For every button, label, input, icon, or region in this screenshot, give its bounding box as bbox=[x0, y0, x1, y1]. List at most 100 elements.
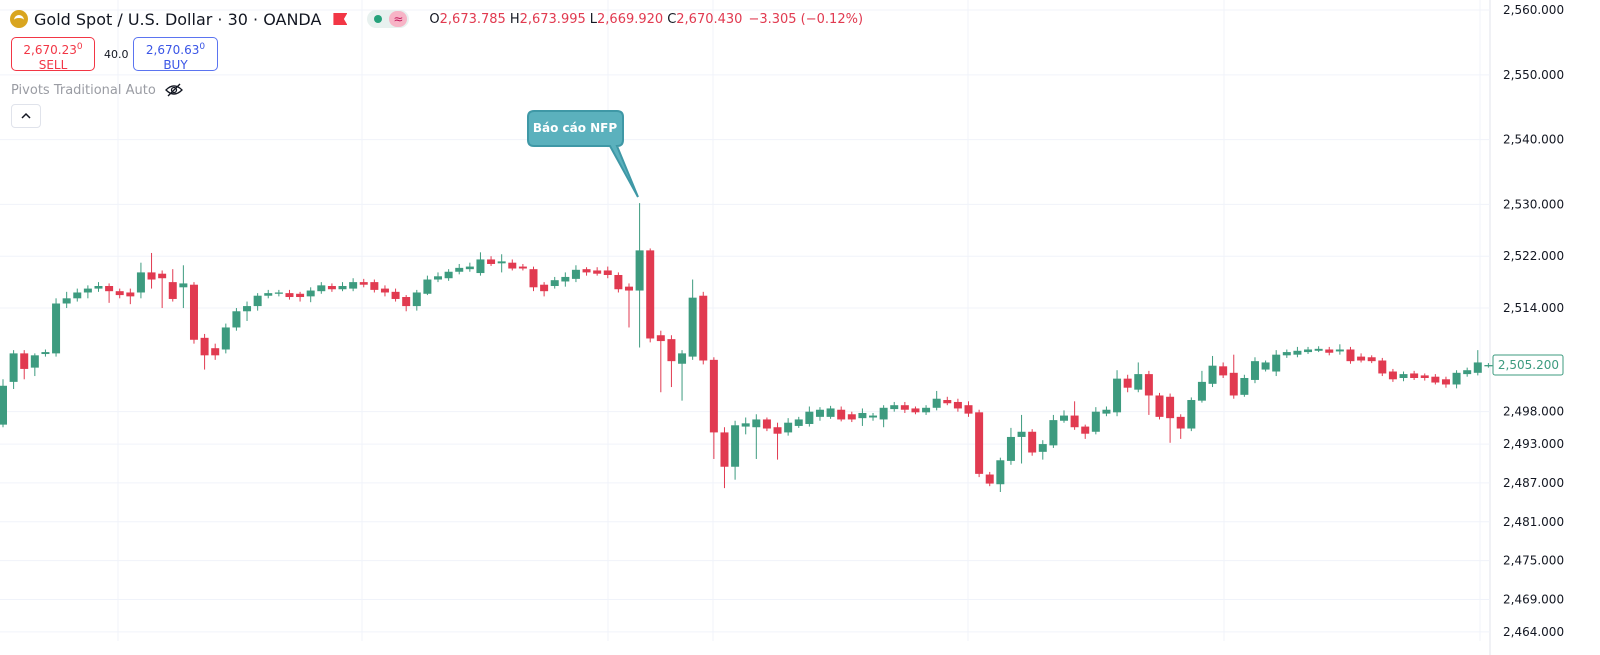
ohlc-key: O bbox=[429, 11, 440, 27]
candle-body bbox=[762, 419, 771, 429]
candle-body bbox=[423, 279, 432, 294]
y-tick-label: 2,493.000 bbox=[1503, 437, 1564, 451]
candle-body bbox=[508, 262, 517, 269]
annotation-callout bbox=[527, 110, 639, 198]
candle-body bbox=[296, 293, 305, 298]
candle-body bbox=[1346, 349, 1355, 362]
candle-body bbox=[1388, 371, 1397, 380]
candle-body bbox=[1484, 365, 1493, 367]
sell-button[interactable]: 2,670.230 SELL bbox=[11, 37, 95, 72]
candle-body bbox=[837, 409, 846, 420]
candle-body bbox=[1187, 400, 1196, 429]
candle-body bbox=[869, 415, 878, 418]
candle-body bbox=[1070, 415, 1079, 428]
candle-body bbox=[1240, 377, 1249, 395]
candle-body bbox=[1176, 416, 1185, 429]
y-tick-label: 2,514.000 bbox=[1503, 301, 1564, 315]
y-tick-label: 2,530.000 bbox=[1503, 197, 1564, 211]
candle-body bbox=[253, 295, 262, 307]
status-dot bbox=[374, 15, 383, 23]
candle-body bbox=[815, 409, 824, 417]
time-grid bbox=[117, 0, 1481, 641]
candle-body bbox=[391, 291, 400, 299]
sell-price-pip: 0 bbox=[76, 42, 83, 52]
symbol-title: Gold Spot / U.S. Dollar · 30 · OANDA bbox=[34, 9, 322, 29]
candle-body bbox=[582, 269, 591, 273]
candle-body bbox=[370, 282, 379, 290]
candle-body bbox=[794, 419, 803, 426]
buy-button[interactable]: 2,670.630 BUY bbox=[133, 37, 218, 72]
candle-body bbox=[434, 276, 443, 280]
last-price-label: 2,505.200 bbox=[1498, 358, 1559, 372]
ohlc-key: H bbox=[509, 11, 520, 27]
candle-body bbox=[20, 353, 29, 369]
candle-body bbox=[1261, 362, 1270, 370]
candle-body bbox=[614, 274, 623, 290]
buy-price-row: 2,670.630 bbox=[134, 40, 217, 58]
y-tick-label: 2,475.000 bbox=[1503, 554, 1564, 568]
candle-body bbox=[83, 288, 92, 293]
candle-body bbox=[624, 286, 633, 291]
candle-body bbox=[1028, 431, 1037, 453]
y-tick-label: 2,540.000 bbox=[1503, 133, 1564, 147]
candle-body bbox=[964, 405, 973, 414]
candle-body bbox=[784, 422, 793, 433]
ohlc-key: C bbox=[667, 11, 677, 27]
candle-body bbox=[1420, 375, 1429, 378]
candle-body bbox=[317, 285, 326, 292]
y-tick-label: 2,469.000 bbox=[1503, 593, 1564, 607]
candle-body bbox=[890, 405, 899, 410]
candle-body bbox=[349, 282, 358, 289]
candle-body bbox=[444, 271, 453, 279]
indicator-row: Pivots Traditional Auto bbox=[11, 82, 184, 98]
buy-label: BUY bbox=[163, 58, 188, 72]
candle-body bbox=[465, 266, 474, 270]
candle-body bbox=[168, 282, 177, 299]
collapse-button[interactable] bbox=[11, 104, 41, 128]
sell-price-row: 2,670.230 bbox=[12, 40, 94, 58]
candle-body bbox=[540, 284, 549, 292]
candle-body bbox=[953, 401, 962, 409]
candle-body bbox=[688, 297, 697, 357]
candle-body bbox=[593, 270, 602, 274]
y-tick-label: 2,487.000 bbox=[1503, 476, 1564, 490]
candle-body bbox=[858, 412, 867, 419]
symbol-logo bbox=[10, 10, 28, 28]
candle-body bbox=[996, 460, 1005, 485]
candle-body bbox=[720, 432, 729, 467]
indicator-name[interactable]: Pivots Traditional Auto bbox=[11, 82, 156, 98]
candle-body bbox=[529, 269, 538, 288]
candle-body bbox=[1155, 395, 1164, 417]
candle-body bbox=[550, 280, 559, 287]
flag-icon[interactable] bbox=[333, 13, 348, 25]
candle-body bbox=[1113, 378, 1122, 413]
candle-body bbox=[274, 292, 283, 294]
ohlc-value: 2,670.430 bbox=[676, 11, 743, 27]
candle-body bbox=[1134, 374, 1143, 390]
candle-body bbox=[985, 474, 994, 484]
eye-pupil bbox=[170, 86, 177, 94]
candle-body bbox=[1325, 349, 1334, 353]
candle-body bbox=[476, 259, 485, 274]
sell-price: 2,670.23 bbox=[23, 43, 77, 57]
candle-body bbox=[1293, 350, 1302, 355]
candle-body bbox=[1304, 349, 1313, 353]
eye-strike bbox=[167, 83, 181, 97]
candle-body bbox=[1378, 360, 1387, 374]
candle-body bbox=[847, 414, 856, 420]
candle-body bbox=[900, 405, 909, 410]
candle-body bbox=[487, 259, 496, 264]
candle-body bbox=[943, 400, 952, 404]
candle-body bbox=[1463, 370, 1472, 375]
candle-body bbox=[773, 427, 782, 434]
ohlc-value: 2,673.995 bbox=[519, 11, 586, 27]
candle-body bbox=[115, 291, 124, 296]
status-pill[interactable]: ≈ bbox=[367, 10, 410, 28]
candle-body bbox=[1049, 420, 1058, 446]
hide-icon[interactable] bbox=[164, 82, 184, 98]
candle-body bbox=[561, 276, 570, 282]
candle-body bbox=[1410, 373, 1419, 378]
candle-body bbox=[147, 272, 156, 280]
